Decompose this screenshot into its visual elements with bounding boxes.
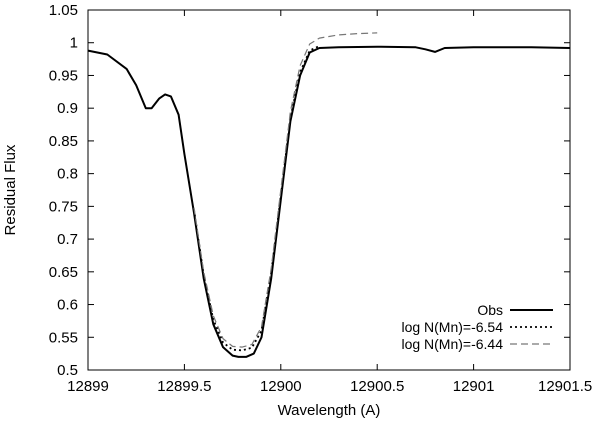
legend-label: log N(Mn)=-6.44 [401, 336, 503, 352]
y-tick-label: 0.5 [57, 362, 78, 379]
y-tick-label: 0.6 [57, 297, 78, 314]
y-tick-label: 0.9 [57, 100, 78, 117]
series-line-2 [193, 32, 378, 348]
x-tick-label: 12900.5 [350, 378, 404, 395]
series-line-0 [87, 45, 571, 358]
x-axis-label: Wavelength (A) [278, 402, 381, 419]
y-tick-label: 0.7 [57, 231, 78, 248]
x-tick-label: 12900 [260, 378, 302, 395]
plot-area-frame [87, 9, 571, 371]
x-tick-label: 12899 [67, 378, 109, 395]
x-tick-label: 12901.5 [538, 378, 592, 395]
y-tick-label: 1 [70, 35, 78, 52]
legend-label: Obs [477, 302, 503, 318]
y-tick-label: 0.85 [49, 133, 78, 150]
y-axis-label: Residual Flux [2, 144, 19, 235]
y-tick-label: 0.75 [49, 198, 78, 215]
series-line-1 [193, 45, 320, 352]
y-tick-label: 0.95 [49, 67, 78, 84]
y-tick-label: 0.65 [49, 264, 78, 281]
y-tick-label: 0.8 [57, 166, 78, 183]
y-tick-label: 0.55 [49, 329, 78, 346]
y-tick-label: 1.05 [49, 2, 78, 19]
x-tick-label: 12901 [453, 378, 495, 395]
legend-label: log N(Mn)=-6.54 [401, 319, 503, 335]
x-tick-label: 12899.5 [157, 378, 211, 395]
